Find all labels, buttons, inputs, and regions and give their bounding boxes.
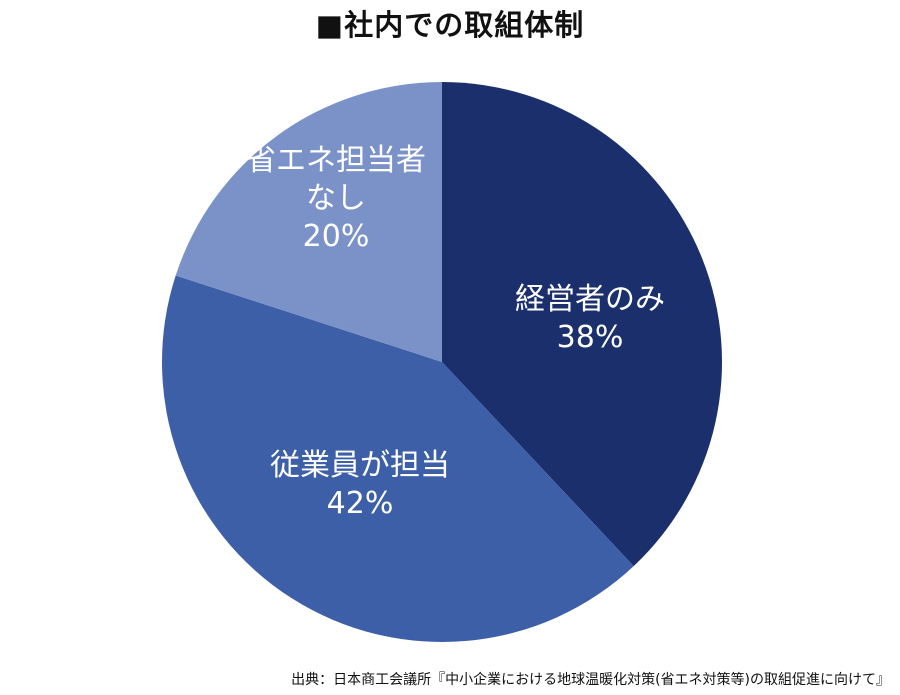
source-note: 出典：日本商工会議所『中小企業における地球温暖化対策(省エネ対策等)の取組促進に… <box>291 672 890 688</box>
slice-label-2: 従業員が担当 42% <box>270 448 450 521</box>
pie-slice-1 <box>442 82 722 567</box>
slice-label-3: 省エネ担当者なし 20% <box>246 143 426 254</box>
pie-slice-2 <box>161 275 634 642</box>
chart-title: ■社内での取組体制 <box>315 8 585 42</box>
slice-label-1: 経営者のみ 38% <box>515 282 665 355</box>
pie-slice-3 <box>175 82 442 362</box>
